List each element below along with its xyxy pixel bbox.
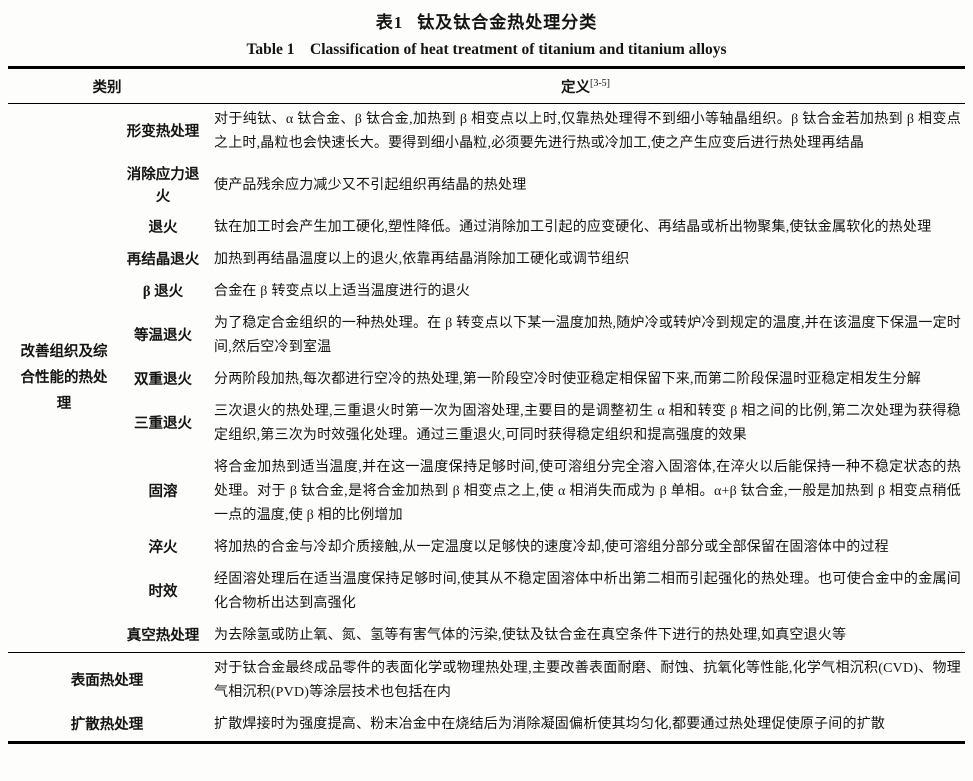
definition-cell: 使产品残余应力减少又不引起组织再结晶的热处理 (214, 178, 527, 193)
document-page: 表1 钛及钛合金热处理分类 Table 1 Classification of h… (8, 6, 965, 744)
classification-table: 类别 定义[3-5] 改善组织及综合性能的热处理 形变热处理 对于纯钛、α 钛合… (8, 66, 965, 744)
definition-cell: 对于钛合金最终成品零件的表面化学或物理热处理,主要改善表面耐磨、耐蚀、抗氧化等性… (206, 652, 965, 709)
category-cell: 三重退火 (134, 416, 192, 432)
definition-cell: 加热到再结晶温度以上的退火,依靠再结晶消除加工硬化或调节组织 (214, 252, 630, 267)
table-row: 等温退火 为了稳定合金组织的一种热处理。在 β 转变点以下某一温度加热,随炉冷或… (8, 308, 965, 364)
table-row: 表面热处理 对于钛合金最终成品零件的表面化学或物理热处理,主要改善表面耐磨、耐蚀… (8, 652, 965, 709)
definition-cell: 对于纯钛、α 钛合金、β 钛合金,加热到 β 相变点以上时,仅靠热处理得不到细小… (214, 112, 961, 151)
category-cell: 消除应力退火 (126, 167, 200, 205)
table-row: 双重退火 分两阶段加热,每次都进行空冷的热处理,第一阶段空冷时使亚稳定相保留下来… (8, 364, 965, 396)
definition-cell: 将加热的合金与冷却介质接触,从一定温度以足够快的速度冷却,使可溶组分部分或全部保… (214, 540, 889, 555)
category-cell: 等温退火 (134, 328, 192, 344)
column-header-category: 类别 (8, 67, 206, 104)
table-title-zh: 表1 钛及钛合金热处理分类 (8, 6, 965, 33)
category-cell: 退火 (148, 220, 178, 236)
definition-cell: 经固溶处理后在适当温度保持足够时间,使其从不稳定固溶体中析出第二相而引起强化的热… (214, 572, 961, 611)
citation-superscript: [3-5] (590, 78, 610, 90)
definition-cell: 为去除氢或防止氧、氮、氢等有害气体的污染,使钛及钛合金在真空条件下进行的热处理,… (214, 628, 847, 643)
group-label-cell: 改善组织及综合性能的热处理 (20, 344, 108, 412)
header-row: 类别 定义[3-5] (8, 67, 965, 104)
category-cell: β 退火 (142, 284, 184, 300)
category-cell: 双重退火 (134, 372, 192, 388)
table-row: 扩散热处理 扩散焊接时为强度提高、粉末冶金中在烧结后为消除凝固偏析使其均匀化,都… (8, 709, 965, 743)
table-row: 淬火 将加热的合金与冷却介质接触,从一定温度以足够快的速度冷却,使可溶组分部分或… (8, 532, 965, 564)
definition-cell: 扩散焊接时为强度提高、粉末冶金中在烧结后为消除凝固偏析使其均匀化,都要通过热处理… (214, 717, 886, 732)
table-row: 再结晶退火 加热到再结晶温度以上的退火,依靠再结晶消除加工硬化或调节组织 (8, 244, 965, 276)
definition-header-text: 定义 (561, 80, 590, 96)
category-cell: 时效 (148, 584, 178, 600)
category-cell: 真空热处理 (126, 628, 200, 644)
table-row: β 退火 合金在 β 转变点以上适当温度进行的退火 (8, 276, 965, 308)
definition-cell: 钛在加工时会产生加工硬化,塑性降低。通过消除加工引起的应变硬化、再结晶或析出物聚… (214, 220, 932, 235)
definition-cell: 分两阶段加热,每次都进行空冷的热处理,第一阶段空冷时使亚稳定相保留下来,而第二阶… (214, 372, 921, 387)
table-title-zh-text: 钛及钛合金热处理分类 (417, 13, 598, 32)
definition-cell: 三次退火的热处理,三重退火时第一次为固溶处理,主要目的是调整初生 α 相和转变 … (214, 404, 961, 443)
table-row: 消除应力退火 使产品残余应力减少又不引起组织再结晶的热处理 (8, 160, 965, 212)
definition-cell: 合金在 β 转变点以上适当温度进行的退火 (214, 284, 471, 299)
definition-cell: 为了稳定合金组织的一种热处理。在 β 转变点以下某一温度加热,随炉冷或转炉冷到规… (214, 316, 961, 355)
category-cell: 再结晶退火 (126, 252, 200, 268)
table-row: 时效 经固溶处理后在适当温度保持足够时间,使其从不稳定固溶体中析出第二相而引起强… (8, 564, 965, 620)
table-number-zh: 表1 (375, 13, 404, 32)
table-row: 固溶 将合金加热到适当温度,并在这一温度保持足够时间,使可溶组分完全溶入固溶体,… (8, 452, 965, 532)
category-cell: 淬火 (148, 540, 178, 556)
table-title-en: Table 1 Classification of heat treatment… (246, 41, 727, 58)
column-header-definition: 定义[3-5] (206, 67, 965, 104)
category-cell: 表面热处理 (8, 652, 206, 709)
category-cell: 形变热处理 (126, 124, 200, 140)
table-row: 退火 钛在加工时会产生加工硬化,塑性降低。通过消除加工引起的应变硬化、再结晶或析… (8, 212, 965, 244)
definition-cell: 将合金加热到适当温度,并在这一温度保持足够时间,使可溶组分完全溶入固溶体,在淬火… (214, 460, 961, 523)
table-row: 改善组织及综合性能的热处理 形变热处理 对于纯钛、α 钛合金、β 钛合金,加热到… (8, 104, 965, 412)
category-cell: 固溶 (148, 484, 178, 500)
table-row: 三重退火 三次退火的热处理,三重退火时第一次为固溶处理,主要目的是调整初生 α … (8, 396, 965, 452)
table-row: 真空热处理 为去除氢或防止氧、氮、氢等有害气体的污染,使钛及钛合金在真空条件下进… (8, 620, 965, 653)
category-cell: 扩散热处理 (70, 717, 144, 733)
